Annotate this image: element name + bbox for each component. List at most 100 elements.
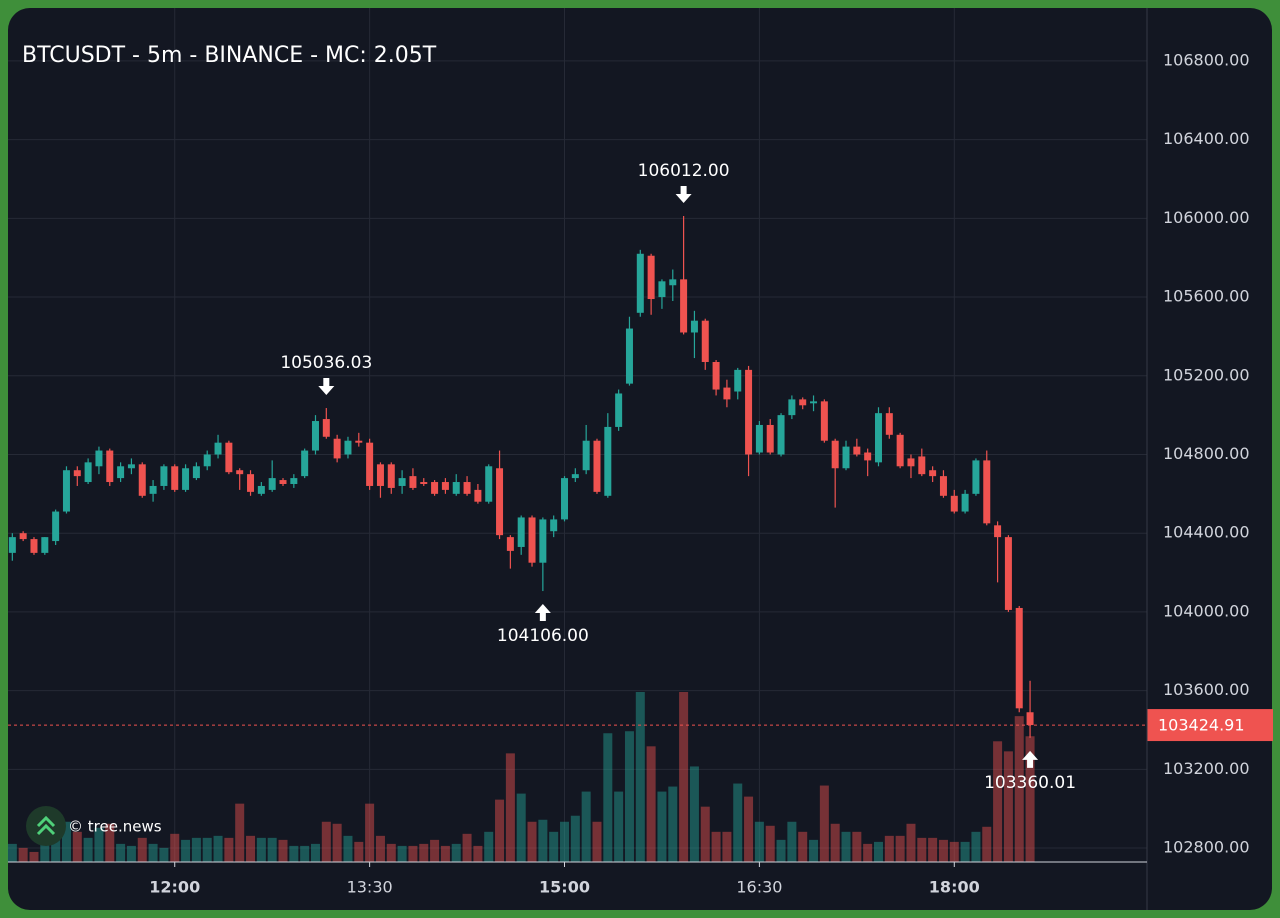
- candle-body: [647, 255, 655, 300]
- annotation-arrow: [318, 378, 335, 396]
- x-tick-label: 16:30: [736, 878, 782, 897]
- grid: [8, 8, 1147, 862]
- volume-bar: [126, 845, 136, 862]
- candle-body: [409, 476, 417, 488]
- candle-body: [669, 279, 677, 286]
- candle-body: [30, 539, 38, 553]
- candle-body: [517, 517, 525, 547]
- volume-bar: [798, 831, 808, 862]
- candle-body: [84, 462, 92, 483]
- volume-bar: [917, 837, 927, 862]
- candle-body: [52, 511, 60, 542]
- y-tick-label: 104400.00: [1163, 523, 1250, 542]
- volume-bar: [852, 831, 862, 862]
- candle-body: [474, 489, 482, 502]
- volume-bar: [72, 831, 82, 862]
- candles: [8, 215, 1034, 738]
- volume-bar: [419, 843, 429, 862]
- annotation-arrow: [675, 185, 692, 203]
- volume-bar: [668, 786, 678, 862]
- volume-bar: [993, 741, 1003, 862]
- y-tick-label: 104000.00: [1163, 601, 1250, 620]
- volume-bar: [181, 839, 191, 862]
- volume-bar: [1025, 736, 1035, 862]
- volume-bar: [365, 803, 375, 862]
- volume-bar: [689, 766, 699, 862]
- candle-body: [994, 525, 1002, 538]
- volume-bar: [711, 831, 721, 862]
- candle-body: [918, 456, 926, 475]
- volume-bar: [332, 823, 342, 862]
- candle-body: [496, 468, 504, 536]
- panel: [8, 8, 1272, 910]
- volume-bar: [386, 843, 396, 862]
- volume-bar: [614, 791, 624, 862]
- candle-body: [810, 401, 818, 404]
- volume-bar: [700, 806, 710, 862]
- volume-bar: [148, 843, 158, 862]
- annotation-arrow: [1022, 750, 1039, 768]
- candle-body: [625, 328, 633, 384]
- volume-bar: [224, 837, 234, 862]
- volume-bar: [430, 839, 440, 862]
- candle-body: [138, 464, 146, 496]
- candle-body: [344, 440, 352, 455]
- volume-bar: [928, 837, 938, 862]
- candle-body: [961, 493, 969, 512]
- volume-bar: [397, 845, 407, 862]
- candle-body: [441, 482, 449, 490]
- candle-body: [788, 399, 796, 416]
- candle-body: [247, 474, 255, 492]
- volume-pane: [7, 692, 1035, 862]
- volume-bar: [267, 837, 277, 862]
- volume-bar: [440, 845, 450, 862]
- volume-bar: [895, 835, 905, 862]
- volume-bar: [863, 843, 873, 862]
- volume-bar: [754, 821, 764, 862]
- candle-body: [236, 470, 244, 475]
- candle-body: [420, 482, 428, 484]
- candle-body: [528, 517, 536, 563]
- volume-bar: [971, 831, 981, 862]
- candle-body: [939, 476, 947, 496]
- volume-bar: [733, 783, 743, 862]
- volume-bar: [18, 847, 28, 862]
- volume-bar: [495, 799, 505, 862]
- volume-bar: [462, 833, 472, 862]
- volume-bar: [679, 692, 689, 862]
- volume-bar: [159, 847, 169, 862]
- candle-body: [203, 454, 211, 467]
- candle-body: [95, 450, 103, 467]
- volume-bar: [538, 819, 548, 862]
- candle-body: [225, 442, 233, 473]
- candle-body: [766, 424, 774, 453]
- candle-body: [322, 419, 330, 437]
- annotation-label: 103360.01: [984, 773, 1076, 793]
- volume-bar: [549, 831, 559, 862]
- chart-title: BTCUSDT - 5m - BINANCE - MC: 2.05T: [22, 43, 437, 68]
- candle-body: [106, 450, 114, 483]
- volume-bar: [278, 839, 288, 862]
- volume-bar: [744, 796, 754, 862]
- x-tick-label: 13:30: [347, 878, 393, 897]
- candle-body: [582, 440, 590, 471]
- candle-body: [279, 480, 287, 484]
- volume-bar: [938, 839, 948, 862]
- candle-body: [160, 466, 168, 486]
- candle-body: [777, 415, 785, 455]
- candle-body: [452, 482, 460, 494]
- volume-bar: [592, 821, 602, 862]
- volume-bar: [581, 791, 591, 862]
- volume-bar: [949, 841, 959, 862]
- y-tick-label: 106800.00: [1163, 50, 1250, 69]
- volume-bar: [722, 831, 732, 862]
- volume-bar: [809, 839, 819, 862]
- candle-body: [41, 537, 49, 553]
- candle-body: [896, 434, 904, 467]
- volume-bar: [657, 791, 667, 862]
- candle-body: [301, 450, 309, 477]
- candle-body: [874, 413, 882, 463]
- candle-body: [117, 466, 125, 479]
- volume-bar: [408, 845, 418, 862]
